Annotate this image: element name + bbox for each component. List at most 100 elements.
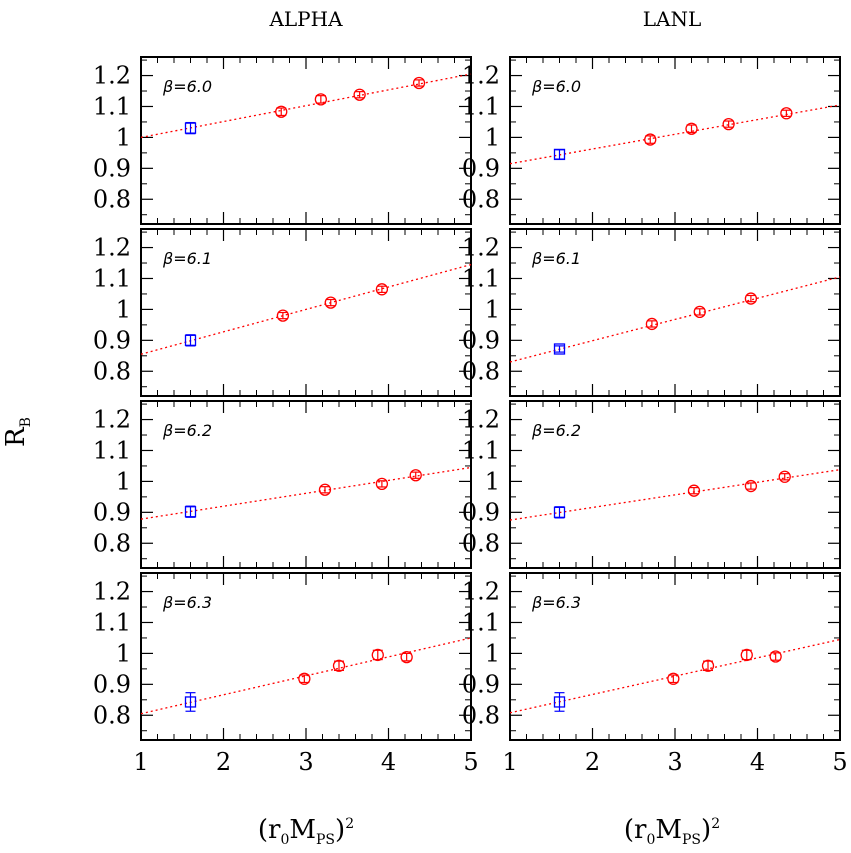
data-point xyxy=(412,76,426,90)
y-tick-label: 1.2 xyxy=(462,406,500,434)
y-tick-label: 1.2 xyxy=(462,578,500,606)
y-tick-label: 1.1 xyxy=(93,92,131,120)
y-axis-title: RB xyxy=(1,417,34,447)
y-tick-label: 1.1 xyxy=(93,436,131,464)
panel-lanl-3: 1.21.110.90.81 2 3 4 5β=6.3 xyxy=(462,572,848,776)
beta-label: β=6.2 xyxy=(162,421,212,440)
y-axis-title-sub: B xyxy=(18,417,34,427)
panel-alpha-3: 1.21.110.90.81 2 3 4 5β=6.3 xyxy=(93,572,479,776)
data-point xyxy=(332,659,346,672)
y-tick-label: 1.2 xyxy=(93,234,131,262)
x-tick-label: 2 xyxy=(216,748,231,776)
data-point xyxy=(371,648,384,662)
y-tick-label: 1 xyxy=(485,467,500,495)
x-axis-title-sub1: 0 xyxy=(280,832,289,848)
column-title-alpha: ALPHA xyxy=(268,7,343,31)
y-tick-label: 0.8 xyxy=(93,185,131,213)
panel-alpha-2: 1.21.1 1 0.9 0.8 β=6.2 xyxy=(93,400,472,569)
y-tick-label: 0.8 xyxy=(462,185,500,213)
y-tick-label: 0.9 xyxy=(462,498,500,526)
data-point xyxy=(184,696,197,708)
x-tick-label: 5 xyxy=(832,748,847,776)
y-tick-label: 1.2 xyxy=(93,62,131,90)
x-axis-title-close: ) xyxy=(335,815,345,845)
x-axis-title-m: M xyxy=(289,815,316,845)
x-tick-label: 1 xyxy=(502,748,517,776)
data-point xyxy=(553,148,566,161)
y-tick-label: 1.1 xyxy=(462,608,500,636)
y-tick-label: 0.8 xyxy=(462,701,500,729)
data-point xyxy=(184,506,197,518)
data-point xyxy=(324,296,337,309)
data-point xyxy=(722,117,735,131)
beta-label: β=6.2 xyxy=(531,421,581,440)
beta-label: β=6.3 xyxy=(162,593,212,612)
data-point xyxy=(275,105,288,118)
y-tick-label: 1.1 xyxy=(93,608,131,636)
panel-alpha-1: 1.21.1 1 0.9 0.8 β=6.1 xyxy=(93,228,472,397)
x-tick-label: 2 xyxy=(585,748,600,776)
data-point xyxy=(276,309,290,322)
y-tick-label: 1 xyxy=(116,467,131,495)
y-tick-label: 0.9 xyxy=(462,154,500,182)
panel-alpha-0: 1.21.1 1 0.9 0.8 β=6.0 xyxy=(93,56,472,225)
x-axis-title-sub1: 0 xyxy=(646,832,655,848)
y-tick-label: 0.8 xyxy=(93,701,131,729)
beta-label: β=6.0 xyxy=(162,77,212,96)
data-point xyxy=(375,477,389,491)
y-tick-label: 1.1 xyxy=(462,92,500,120)
data-point xyxy=(409,469,422,482)
y-tick-label: 1.1 xyxy=(93,264,131,292)
data-point xyxy=(553,343,566,355)
data-point xyxy=(744,292,758,305)
data-point xyxy=(375,283,389,296)
data-point xyxy=(693,305,706,319)
y-tick-label: 0.9 xyxy=(462,326,500,354)
x-axis-title-sub2: PS xyxy=(682,832,701,848)
data-point xyxy=(553,506,566,518)
panel-lanl-1: 1.21.1 1 0.9 0.8 β=6.1 xyxy=(462,228,841,397)
y-tick-label: 1.2 xyxy=(93,578,131,606)
data-point xyxy=(687,484,701,497)
y-tick-label: 0.8 xyxy=(462,357,500,385)
beta-label: β=6.0 xyxy=(531,77,581,96)
x-axis-title-sup: 2 xyxy=(711,816,720,832)
data-point xyxy=(667,672,680,685)
data-point xyxy=(769,650,782,663)
y-axis-title-main: R xyxy=(1,426,31,447)
data-point xyxy=(184,334,197,346)
data-point xyxy=(553,696,566,708)
x-tick-label: 3 xyxy=(667,748,682,776)
x-axis-title-sub2: PS xyxy=(316,832,335,848)
x-axis-title-open: (r xyxy=(624,815,647,845)
data-point xyxy=(298,672,311,685)
y-tick-label: 1.1 xyxy=(462,436,500,464)
y-tick-label: 0.8 xyxy=(93,357,131,385)
y-tick-label: 0.9 xyxy=(93,326,131,354)
y-tick-label: 1.2 xyxy=(462,234,500,262)
y-tick-label: 1.2 xyxy=(93,406,131,434)
column-title-lanl: LANL xyxy=(643,7,702,31)
x-axis-title-close: ) xyxy=(701,815,711,845)
y-tick-label: 0.9 xyxy=(93,154,131,182)
y-tick-label: 1.2 xyxy=(462,62,500,90)
data-point xyxy=(778,470,791,483)
data-point xyxy=(780,107,793,120)
x-tick-label: 4 xyxy=(381,748,396,776)
data-point xyxy=(685,122,698,135)
data-point xyxy=(318,483,332,496)
x-axis-title-alpha: (r0MPS)2 xyxy=(258,815,354,848)
y-tick-label: 1 xyxy=(116,123,131,151)
x-tick-label: 1 xyxy=(133,748,148,776)
data-point xyxy=(644,133,657,146)
y-tick-label: 1 xyxy=(116,295,131,323)
y-tick-label: 0.9 xyxy=(462,670,500,698)
data-point xyxy=(744,479,758,493)
panel-lanl-2: 1.21.1 1 0.9 0.8 β=6.2 xyxy=(462,400,841,569)
x-axis-title-lanl: (r0MPS)2 xyxy=(624,815,720,848)
y-tick-label: 1.1 xyxy=(462,264,500,292)
data-point xyxy=(314,93,328,106)
x-axis-title-open: (r xyxy=(258,815,281,845)
data-point xyxy=(645,317,659,331)
